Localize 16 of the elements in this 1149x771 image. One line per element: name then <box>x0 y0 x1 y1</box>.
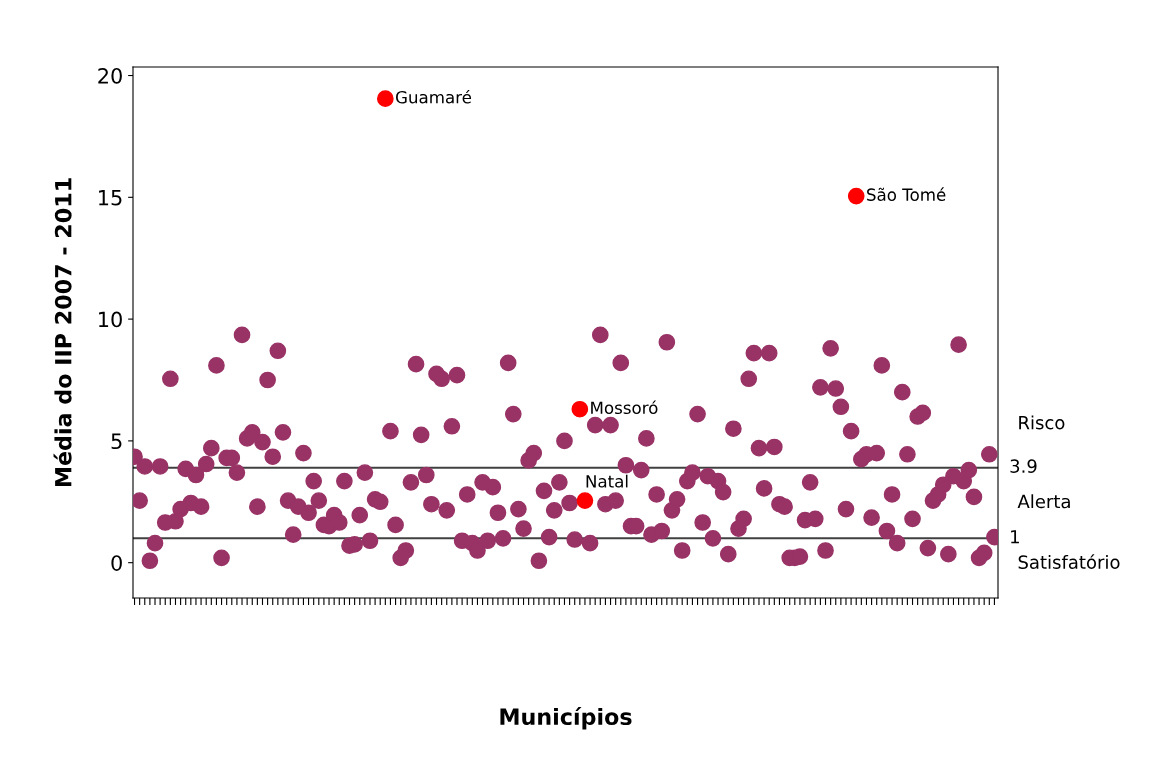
data-label: São Tomé <box>867 187 946 201</box>
text: Risco <box>1019 415 1065 430</box>
ref-line-label: 3.9 <box>1010 459 1037 473</box>
text: Satisfatório <box>1018 554 1120 569</box>
y-tick-label: 0 <box>111 555 122 571</box>
y-tick-label: 20 <box>98 67 122 84</box>
y-tick-label: 15 <box>99 190 122 206</box>
y-tick-label: 5 <box>111 433 122 450</box>
x-axis-title: Municípios <box>500 707 632 730</box>
data-label: Natal <box>586 474 628 488</box>
data-label: Guamaré <box>395 89 472 104</box>
ref-line-label: 1 <box>1011 530 1019 544</box>
data-label: Mossoró <box>591 400 658 415</box>
y-axis-title: Média do IIP 2007 - 2011 <box>53 178 72 487</box>
y-tick-label: 10 <box>99 311 122 328</box>
text: Alerta <box>1017 494 1070 509</box>
